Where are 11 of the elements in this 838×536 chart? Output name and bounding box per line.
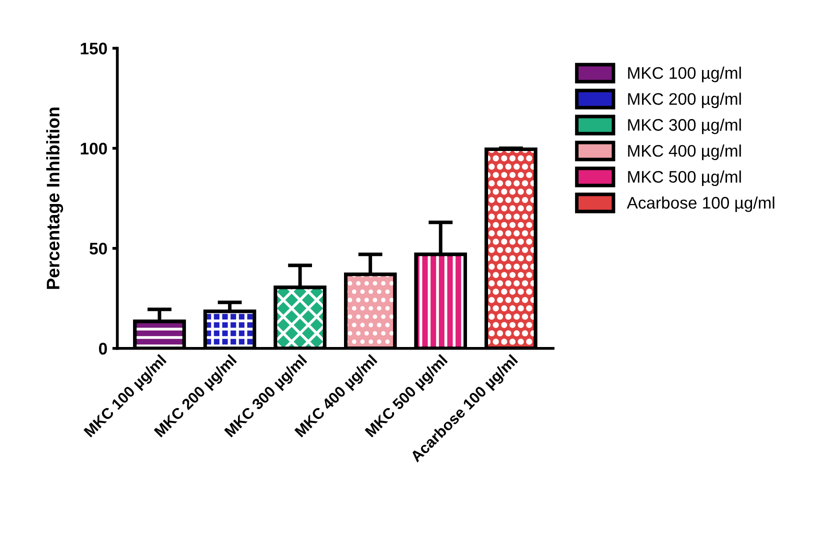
- y-tick-label: 100: [80, 142, 107, 154]
- y-tick-label: 0: [98, 342, 107, 355]
- legend-label: MKC 500 µg/ml: [628, 170, 741, 186]
- legend-label: MKC 400 µg/ml: [628, 144, 741, 160]
- legend-label: MKC 100 µg/ml: [628, 66, 741, 82]
- legend-label: MKC 300 µg/ml: [628, 118, 741, 134]
- legend-label: MKC 200 µg/ml: [628, 92, 741, 108]
- y-axis-title: Percentage Inhibition: [46, 108, 64, 289]
- y-tick-label: 50: [90, 242, 107, 255]
- legend-label: Acarbose 100 µg/ml: [626, 196, 774, 212]
- y-tick-label: 150: [80, 42, 107, 54]
